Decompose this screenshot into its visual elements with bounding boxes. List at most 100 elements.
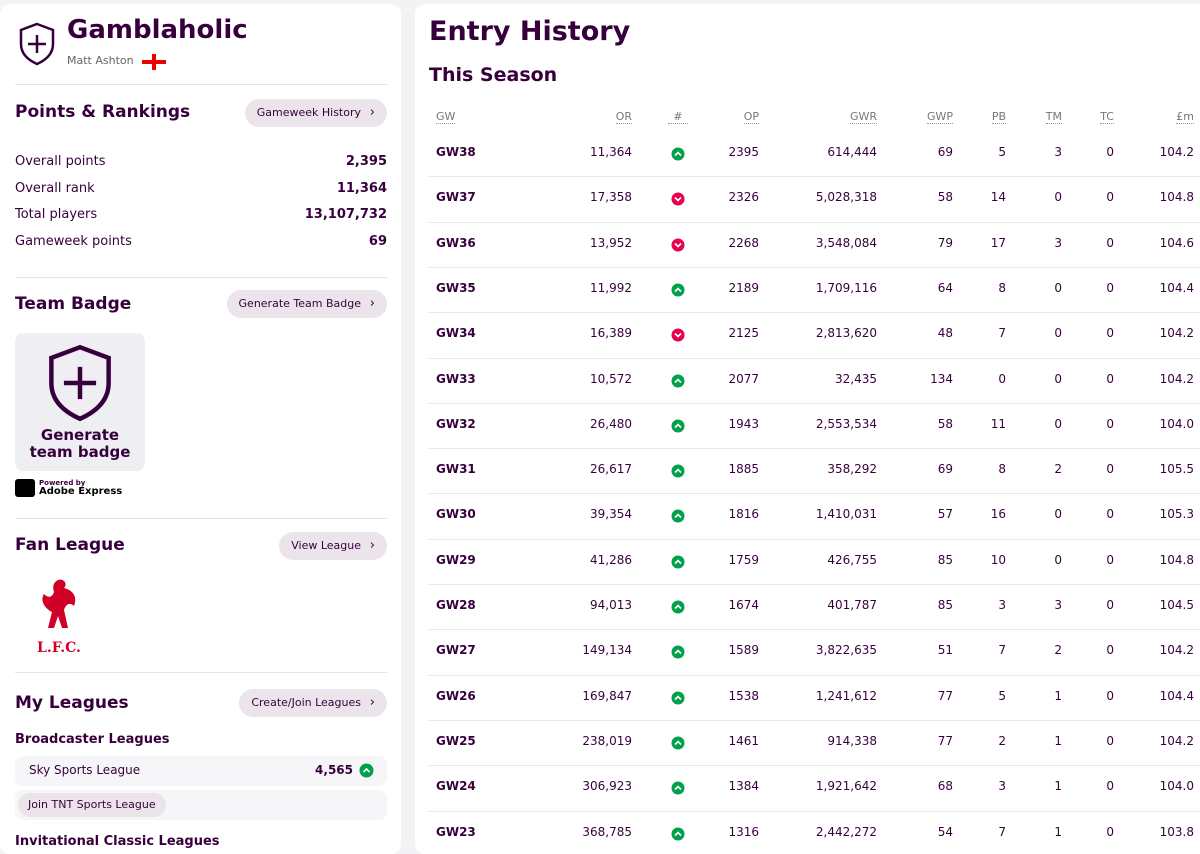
league-name: Sky Sports League bbox=[29, 763, 141, 777]
cell: 0 bbox=[1106, 779, 1114, 794]
cell: 58 bbox=[937, 190, 953, 205]
league-row[interactable] bbox=[15, 756, 387, 786]
cell: 1 bbox=[1054, 779, 1062, 794]
column-header[interactable]: TC bbox=[1100, 110, 1114, 124]
cell: 54 bbox=[937, 824, 953, 839]
cell: 77 bbox=[937, 733, 953, 748]
gameweek: GW24 bbox=[436, 779, 476, 794]
row-divider bbox=[428, 493, 1200, 495]
cell: 0 bbox=[1106, 145, 1114, 159]
cell: 8 bbox=[998, 280, 1006, 295]
cell: 0 bbox=[1106, 643, 1114, 658]
cell: 2189 bbox=[728, 280, 759, 295]
cell: 1316 bbox=[728, 824, 759, 839]
cell: 1 bbox=[1054, 824, 1062, 839]
column-header[interactable]: PB bbox=[991, 110, 1006, 124]
cell: 1538 bbox=[728, 688, 759, 703]
stat-row: Gameweek points 69 bbox=[15, 234, 387, 249]
row-divider bbox=[428, 357, 1200, 359]
adobe-logo bbox=[15, 479, 35, 497]
cell: 1,709,116 bbox=[815, 280, 877, 295]
row-divider bbox=[428, 538, 1200, 540]
stat-value: 2,395 bbox=[345, 154, 387, 169]
cell: 3 bbox=[998, 598, 1006, 612]
cell: 104.6 bbox=[1159, 235, 1194, 250]
cell: 238,019 bbox=[582, 733, 632, 748]
join-button[interactable]: Join TNT Sports League bbox=[18, 793, 166, 817]
stat-row: Total players 13,107,732 bbox=[15, 207, 387, 222]
cell: 2395 bbox=[728, 145, 759, 159]
cell: 39,354 bbox=[590, 507, 632, 522]
create-join-button[interactable]: Create/Join Leagues bbox=[239, 689, 387, 717]
column-header[interactable]: # bbox=[668, 110, 688, 124]
column-header[interactable]: GWR bbox=[849, 110, 877, 124]
cell: 10 bbox=[990, 552, 1006, 567]
row-divider bbox=[428, 402, 1200, 404]
column-header[interactable]: GWP bbox=[926, 110, 953, 124]
cell: 69 bbox=[937, 462, 953, 477]
badge-box[interactable] bbox=[15, 333, 145, 471]
team-name: Gamblaholic bbox=[67, 15, 248, 45]
gameweek: GW30 bbox=[436, 507, 476, 522]
cell: 2 bbox=[1054, 643, 1062, 658]
cell: 1 bbox=[1054, 688, 1062, 703]
cell: 3,822,635 bbox=[815, 643, 877, 658]
row-divider bbox=[428, 719, 1200, 721]
gameweek-history-button[interactable]: Gameweek History bbox=[244, 99, 387, 127]
column-header[interactable]: £m bbox=[1176, 110, 1194, 124]
subsection-title: Broadcaster Leagues bbox=[15, 732, 170, 747]
cell: 5 bbox=[998, 688, 1006, 703]
column-header[interactable]: OP bbox=[743, 110, 759, 124]
cell: 94,013 bbox=[590, 598, 632, 612]
subtitle: This Season bbox=[429, 64, 558, 86]
cell: 914,338 bbox=[827, 733, 877, 748]
rank-down-icon bbox=[671, 192, 685, 206]
rank-up-icon bbox=[671, 600, 685, 614]
gameweek: GW27 bbox=[436, 643, 476, 658]
rank-up-icon bbox=[671, 147, 685, 161]
section-title: Team Badge bbox=[15, 294, 132, 314]
rank-up-icon bbox=[671, 283, 685, 297]
column-header[interactable]: GW bbox=[436, 110, 456, 124]
gameweek: GW23 bbox=[436, 824, 476, 839]
column-header[interactable]: OR bbox=[615, 110, 632, 124]
generate-badge-button[interactable]: Generate Team Badge bbox=[226, 290, 387, 318]
cell: 0 bbox=[1106, 824, 1114, 839]
cell: 1816 bbox=[728, 507, 759, 522]
flag bbox=[142, 54, 166, 70]
column-header[interactable]: TM bbox=[1045, 110, 1062, 124]
view-league-button[interactable]: View League bbox=[279, 532, 387, 560]
cell: 104.2 bbox=[1159, 145, 1194, 159]
rank-up-icon bbox=[671, 555, 685, 569]
cell: 104.4 bbox=[1159, 280, 1194, 295]
section-title: Fan League bbox=[15, 535, 125, 555]
rank-up-icon bbox=[671, 691, 685, 705]
row-divider bbox=[428, 584, 1200, 585]
cell: 2077 bbox=[728, 371, 759, 386]
cell: 104.8 bbox=[1159, 190, 1194, 205]
stat-value: 69 bbox=[368, 233, 387, 249]
rank-up-icon bbox=[671, 374, 685, 387]
cell: 1,410,031 bbox=[815, 507, 877, 522]
cell: 0 bbox=[1106, 507, 1114, 522]
cell: 104.4 bbox=[1159, 688, 1194, 703]
cell: 0 bbox=[1054, 190, 1062, 205]
cell: 2 bbox=[1054, 462, 1062, 477]
cell: 1 bbox=[1054, 733, 1062, 748]
cell: 2326 bbox=[728, 190, 759, 205]
gameweek: GW28 bbox=[436, 598, 476, 612]
cell: 149,134 bbox=[582, 643, 632, 658]
cell: 3 bbox=[1054, 235, 1062, 250]
cell: 0 bbox=[1106, 280, 1114, 295]
rank-up-icon bbox=[671, 464, 685, 478]
cell: 57 bbox=[937, 507, 953, 522]
divider bbox=[15, 518, 387, 519]
cell: 1674 bbox=[728, 598, 759, 612]
row-divider bbox=[428, 765, 1200, 767]
rank-up-icon bbox=[671, 509, 685, 523]
row-divider bbox=[428, 810, 1200, 812]
cell: 104.0 bbox=[1159, 779, 1194, 794]
stat-value: 11,364 bbox=[336, 180, 387, 196]
gameweek: GW32 bbox=[436, 416, 476, 431]
